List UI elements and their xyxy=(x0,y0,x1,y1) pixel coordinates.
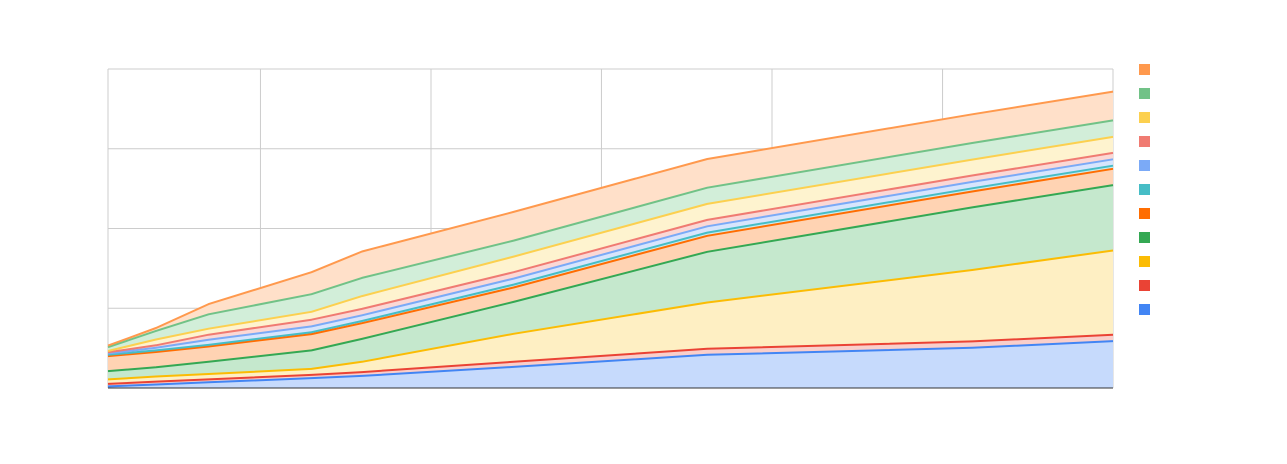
series-area-5 xyxy=(108,168,1113,372)
series-area-11 xyxy=(108,91,1113,348)
legend-item-10 xyxy=(1139,88,1150,99)
legend-item-7 xyxy=(1139,160,1150,171)
series-area-7 xyxy=(108,159,1113,355)
legend-swatch xyxy=(1139,232,1150,243)
legend-swatch xyxy=(1139,64,1150,75)
legend-swatch xyxy=(1139,184,1150,195)
legend-swatch xyxy=(1139,160,1150,171)
series-area-9 xyxy=(108,136,1113,353)
legend-item-4 xyxy=(1139,232,1150,243)
series-line-3 xyxy=(107,249,1114,381)
legend-swatch xyxy=(1139,208,1150,219)
legend-item-9 xyxy=(1139,112,1150,123)
series-line-2 xyxy=(107,333,1114,385)
series-area-8 xyxy=(108,152,1113,354)
legend-swatch xyxy=(1139,280,1150,291)
series-line-11 xyxy=(107,90,1114,347)
series-lines xyxy=(107,90,1114,388)
legend-swatch xyxy=(1139,304,1150,315)
legend-item-1 xyxy=(1139,304,1150,315)
series-line-1 xyxy=(107,340,1114,388)
series-line-6 xyxy=(107,164,1114,356)
series-line-7 xyxy=(107,158,1114,355)
legend-swatch xyxy=(1139,112,1150,123)
series-line-5 xyxy=(107,167,1114,358)
legend-swatch xyxy=(1139,88,1150,99)
legend-item-5 xyxy=(1139,208,1150,219)
series-line-8 xyxy=(107,151,1114,354)
legend-swatch xyxy=(1139,256,1150,267)
legend xyxy=(1139,64,1150,315)
series-line-4 xyxy=(107,184,1114,373)
legend-item-3 xyxy=(1139,256,1150,267)
series-area-4 xyxy=(108,185,1113,380)
legend-swatch xyxy=(1139,136,1150,147)
series-line-10 xyxy=(107,119,1114,349)
legend-item-11 xyxy=(1139,64,1150,75)
legend-item-8 xyxy=(1139,136,1150,147)
series-line-9 xyxy=(107,135,1114,352)
legend-item-2 xyxy=(1139,280,1150,291)
legend-item-6 xyxy=(1139,184,1150,195)
